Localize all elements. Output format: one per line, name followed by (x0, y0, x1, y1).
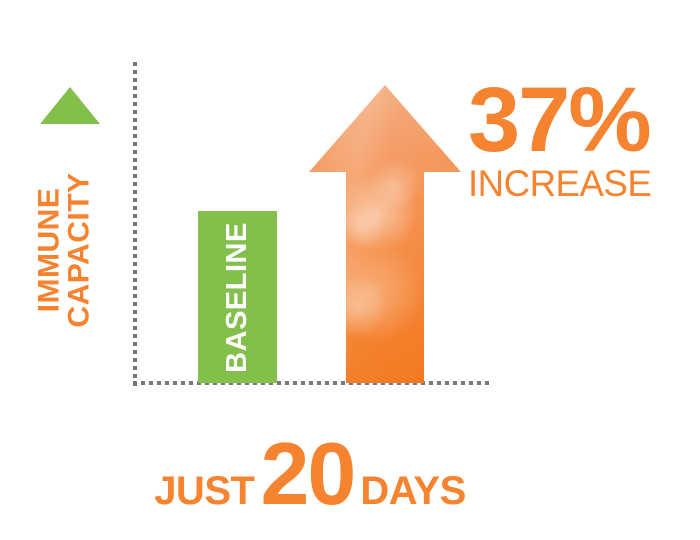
caption-block: JUST 20 DAYS (0, 430, 620, 518)
triangle-up-icon (40, 87, 100, 124)
callout-value: 37% (468, 69, 652, 171)
y-axis-label: IMMUNE CAPACITY (0, 150, 130, 350)
caption-prefix: JUST (154, 469, 255, 513)
y-axis-label-line2: CAPACITY (63, 172, 96, 328)
caption-suffix: DAYS (360, 469, 466, 513)
baseline-bar (198, 211, 277, 383)
callout-label: INCREASE (468, 162, 652, 204)
baseline-bar-label-wrap: BASELINE (198, 211, 277, 383)
x-axis-dotted-line (133, 381, 491, 385)
y-axis-label-line1: IMMUNE (33, 187, 66, 313)
caption-value: 20 (260, 424, 356, 523)
arrow-up-icon (300, 80, 470, 390)
baseline-bar-label: BASELINE (221, 221, 254, 373)
y-axis-dotted-line (133, 62, 137, 386)
callout-block: 37% INCREASE (468, 69, 698, 204)
